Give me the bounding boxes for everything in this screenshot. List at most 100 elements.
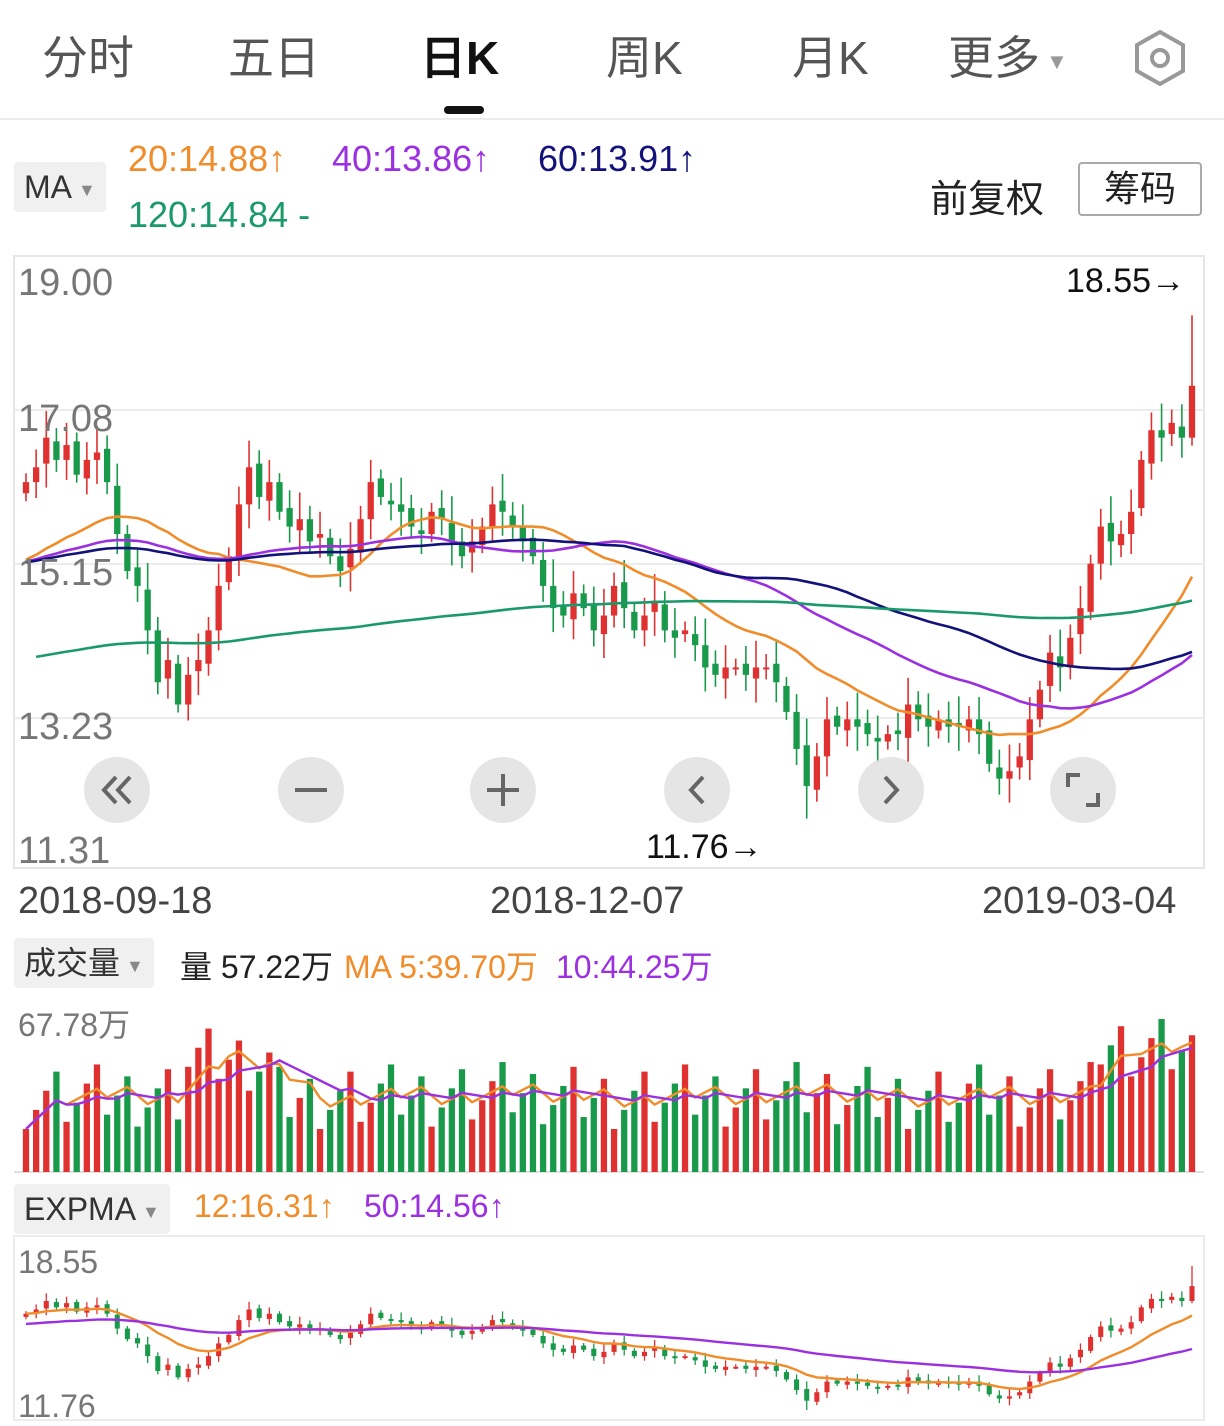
candle-body (1178, 426, 1186, 438)
volume-indicator-selector[interactable]: 成交量 ▼ (14, 938, 154, 988)
expma-candle-body (895, 1384, 901, 1387)
expma-candle-body (145, 1344, 151, 1357)
candle-body (1067, 637, 1074, 668)
expma-candle-body (763, 1366, 769, 1369)
expma-candle-body (1098, 1326, 1104, 1338)
expma12-line (25, 1307, 1193, 1391)
volume-bar (884, 1097, 891, 1172)
expma-candle-body (652, 1347, 658, 1351)
candle-body (1188, 385, 1196, 438)
candle-body (367, 482, 374, 520)
adjust-forward-button[interactable]: 前复权 (930, 179, 1045, 221)
volume-bar (854, 1085, 861, 1172)
ma40-value: 40:13.86↑ (332, 138, 491, 179)
candle-body (631, 611, 638, 631)
volume-bar (418, 1076, 425, 1172)
price-tick-2: 17.08 (18, 398, 114, 440)
expma-indicator-selector[interactable]: EXPMA ▼ (14, 1184, 170, 1234)
candle-body (590, 604, 597, 631)
expma-candle-body (307, 1324, 313, 1331)
expma-candle-body (337, 1334, 343, 1340)
fast-back-button[interactable] (84, 757, 150, 823)
expma-candle-body (753, 1366, 759, 1370)
expma-candle-body (439, 1321, 445, 1325)
expma-candle-body (611, 1343, 617, 1352)
fullscreen-button[interactable] (1050, 757, 1116, 823)
candle-body (752, 667, 760, 679)
tab-intraday[interactable]: 分时 (42, 32, 134, 84)
volume-ma10-line (25, 1046, 1193, 1130)
expma-candle-body (865, 1382, 871, 1386)
candle-body (793, 711, 800, 749)
volume-bar (22, 1128, 30, 1172)
candle-body (1077, 608, 1084, 635)
volume-bar (833, 1124, 841, 1172)
candle-body (580, 593, 587, 609)
expma-candle-body (165, 1364, 171, 1370)
volume-ma5-line (25, 1041, 1193, 1130)
expma-candle-body (124, 1328, 130, 1340)
pan-left-button[interactable] (664, 757, 730, 823)
volume-bar (1016, 1126, 1023, 1172)
ma20-line (25, 515, 1194, 737)
expma-candle-body (1077, 1349, 1084, 1358)
ma-indicator-selector[interactable]: MA ▼ (14, 162, 106, 212)
candle-body (448, 522, 455, 542)
candle-body (93, 452, 101, 460)
tab-weekly-k[interactable]: 周K (606, 32, 683, 84)
expma-candle-body (662, 1348, 668, 1357)
ma40-line (25, 535, 1193, 710)
expma-candle-body (591, 1348, 597, 1357)
volume-bar (316, 1128, 324, 1172)
expma-candle-body (64, 1303, 70, 1308)
tab-five-day[interactable]: 五日 (228, 32, 320, 84)
caret-down-icon: ▼ (142, 1201, 160, 1222)
expma-candle-body (702, 1360, 708, 1367)
candle-body (661, 604, 668, 631)
candle-body (1046, 652, 1054, 686)
expma-candle-body (114, 1314, 120, 1329)
zoom-out-button[interactable] (278, 757, 344, 823)
volume-bar (286, 1117, 293, 1172)
expma-candle-body (185, 1368, 191, 1378)
expma-candle-body (996, 1395, 1002, 1399)
hexagon-settings-icon[interactable] (1130, 28, 1190, 88)
candle-body (783, 685, 790, 712)
zoom-in-button[interactable] (470, 757, 536, 823)
candle-body (266, 482, 273, 501)
expma-candle-body (601, 1351, 607, 1358)
candle-body (519, 526, 526, 542)
volume-bar (1026, 1107, 1033, 1172)
candle-body (73, 441, 80, 475)
pan-right-button[interactable] (858, 757, 924, 823)
candle-body (803, 745, 810, 787)
candle-body (32, 467, 40, 483)
candle-body (398, 504, 405, 512)
candle-body (722, 667, 729, 679)
expma-candle-body (1108, 1325, 1114, 1331)
candle-body (83, 459, 90, 479)
expma-candle-body (347, 1332, 353, 1339)
candle-body (1168, 422, 1175, 434)
expma-candle-body (195, 1364, 201, 1368)
tab-more[interactable]: 更多 ▼ (948, 28, 1068, 88)
volume-bar (1148, 1038, 1155, 1172)
candle-body (357, 519, 364, 553)
volume-bar (387, 1064, 395, 1172)
candle-body (833, 715, 841, 727)
tab-monthly-k[interactable]: 月K (792, 32, 869, 84)
volume-bar (681, 1064, 689, 1172)
chip-distribution-button[interactable]: 筹码 (1078, 162, 1202, 216)
expma-candle-body (641, 1351, 648, 1357)
expma-candle-body (1189, 1286, 1195, 1301)
candle-body (134, 567, 141, 586)
tab-daily-k[interactable]: 日K (420, 32, 500, 84)
candle-body (529, 537, 537, 557)
volume-bar (377, 1083, 385, 1172)
volume-bar (925, 1090, 932, 1172)
expma-candle-body (246, 1309, 252, 1321)
expma-candle-body (672, 1356, 678, 1359)
volume-bar (631, 1090, 638, 1172)
volume-value: 量 57.22万 (180, 949, 333, 985)
